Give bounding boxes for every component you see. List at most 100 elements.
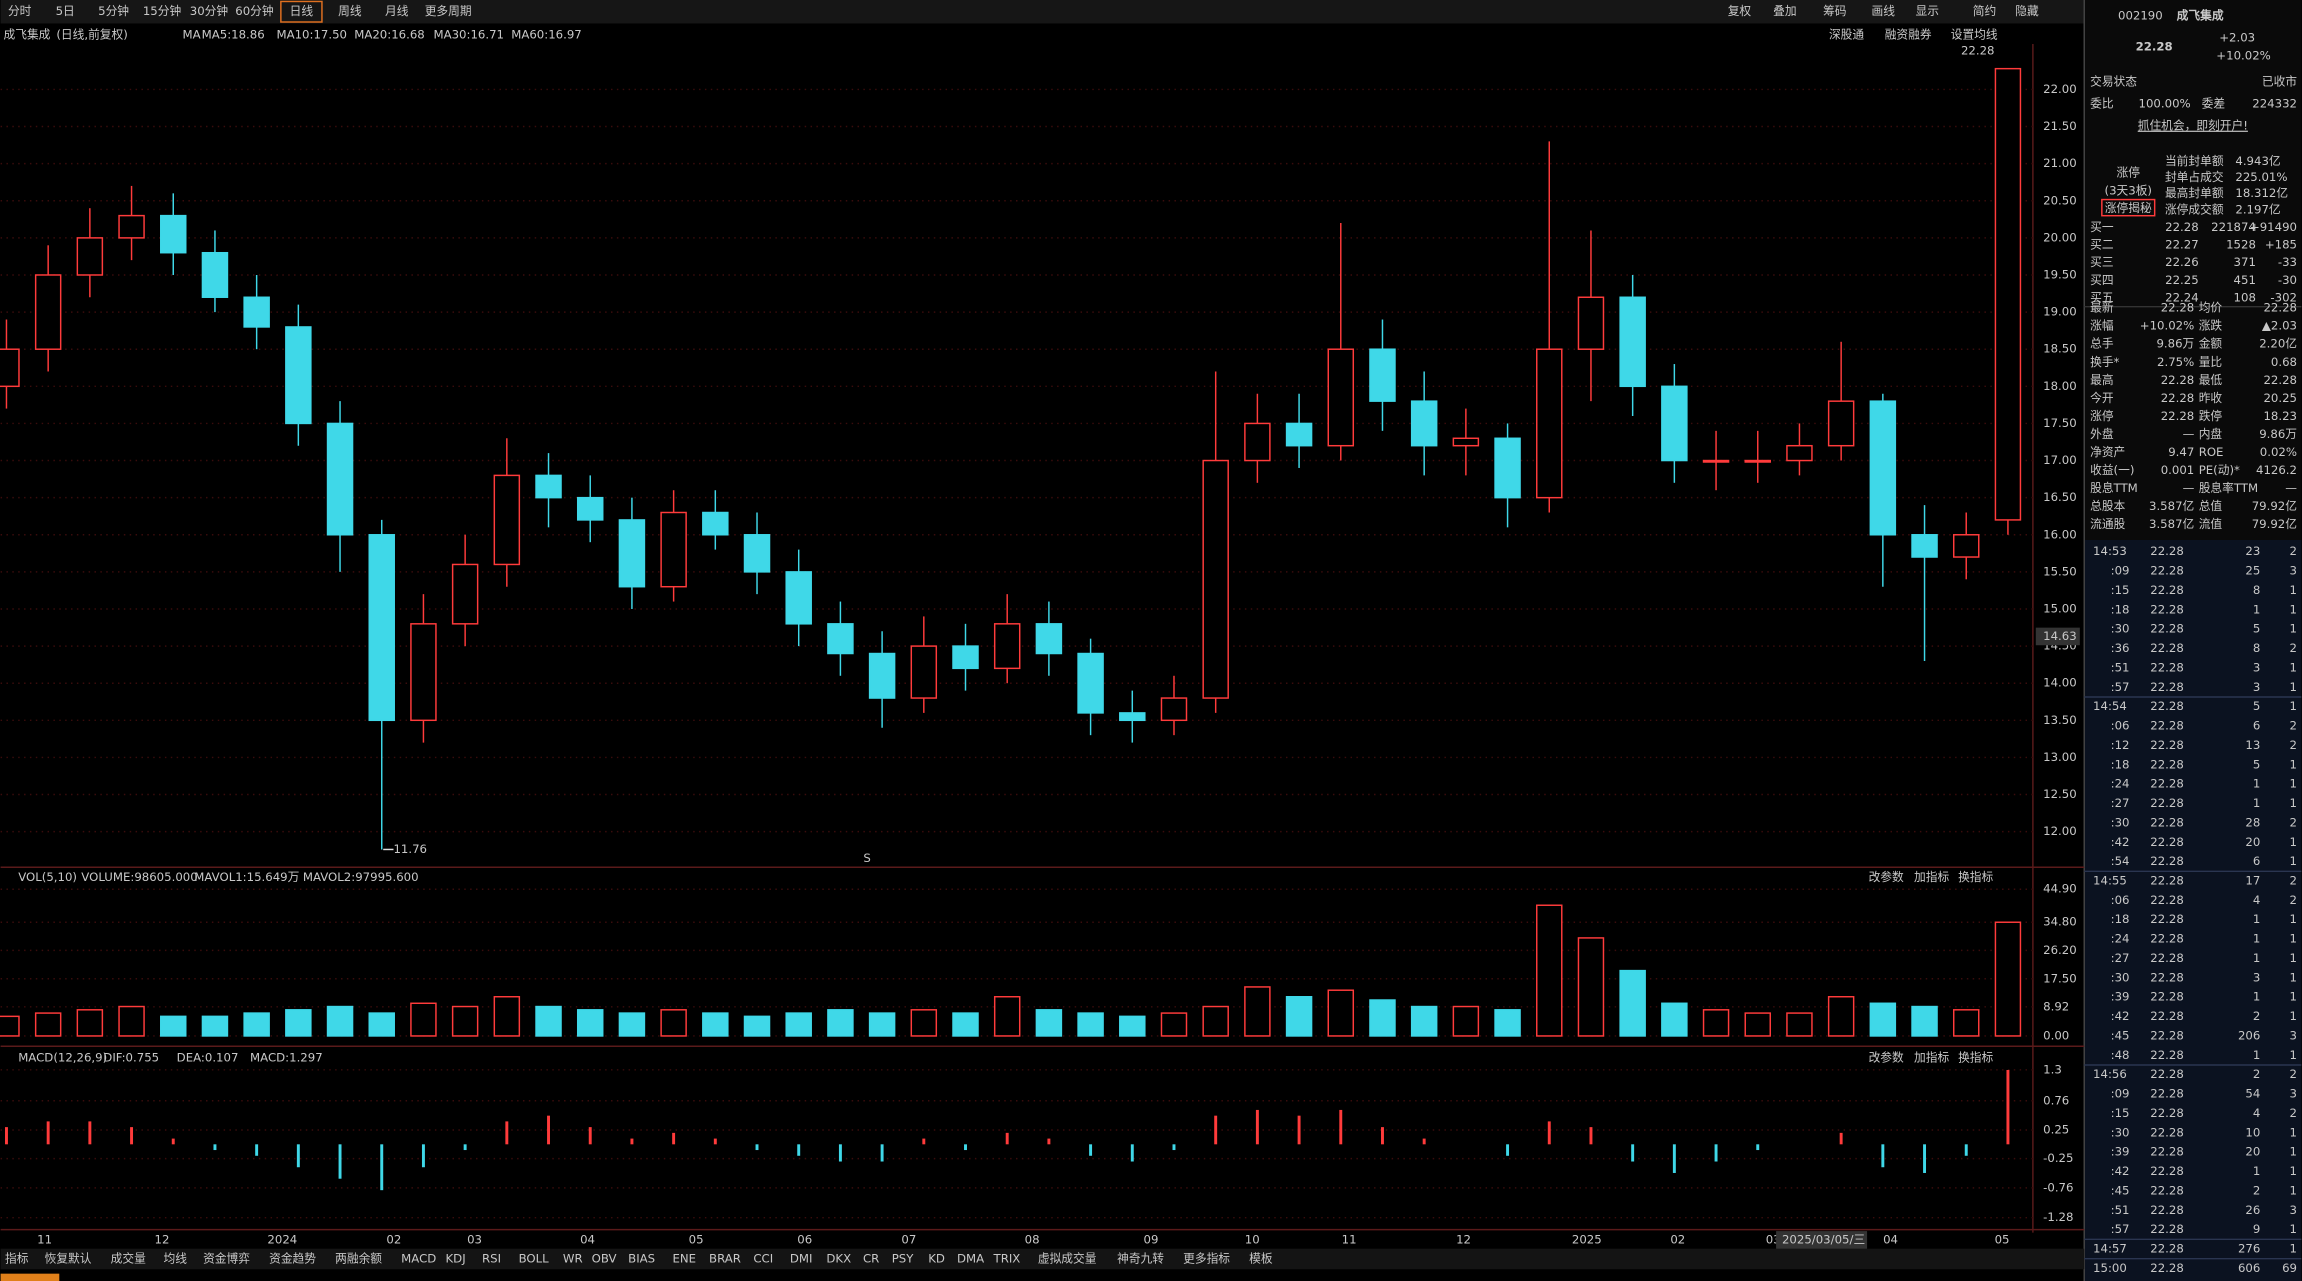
candle-body	[1786, 444, 1813, 462]
label: —	[2183, 427, 2195, 441]
indicator-tab[interactable]: 均线	[163, 1251, 187, 1265]
indicator-tab[interactable]: 恢复默认	[45, 1251, 92, 1265]
indicator-tab[interactable]: PSY	[892, 1251, 915, 1265]
label: 1528	[2226, 238, 2256, 252]
panel-button[interactable]: 换指标	[1958, 870, 1993, 884]
tool-button[interactable]: 复权	[1728, 4, 1752, 18]
period-tab[interactable]: 分时	[8, 4, 32, 18]
tick-price: 22.28	[2150, 1009, 2184, 1023]
tool-button[interactable]: 隐藏	[2015, 4, 2039, 18]
indicator-tab[interactable]: WR	[563, 1251, 583, 1265]
candle-body	[1285, 422, 1313, 447]
period-tab[interactable]: 60分钟	[235, 4, 273, 18]
indicator-tab[interactable]: OBV	[592, 1251, 617, 1265]
period-tab[interactable]: 30分钟	[190, 4, 228, 18]
indicator-tab[interactable]: BRAR	[709, 1251, 741, 1265]
indicator-tab[interactable]: BOLL	[519, 1251, 550, 1265]
indicator-tab[interactable]: TRIX	[993, 1251, 1021, 1265]
label: 9.86万	[2156, 337, 2194, 351]
cursor-label: 14.63	[2043, 629, 2077, 643]
indicator-tab[interactable]: RSI	[482, 1251, 501, 1265]
header-link[interactable]: 设置均线	[1951, 28, 1998, 42]
tool-button[interactable]: 筹码	[1823, 4, 1847, 18]
candle-body	[1577, 296, 1605, 350]
tick-volume: 5	[2253, 622, 2260, 636]
period-tab[interactable]: 15分钟	[143, 4, 181, 18]
label: 22.28	[2161, 391, 2195, 405]
tool-button[interactable]: 简约	[1973, 4, 1996, 18]
indicator-tab[interactable]: MACD	[401, 1251, 436, 1265]
indicator-tab[interactable]: BIAS	[628, 1251, 655, 1265]
indicator-tab[interactable]: ENE	[672, 1251, 696, 1265]
panel-button[interactable]: 加指标	[1914, 1050, 1949, 1064]
period-tab[interactable]: 5日	[56, 4, 75, 18]
tick-volume: 13	[2245, 738, 2260, 752]
ad-link[interactable]: 抓住机会，即刻开户!	[2138, 119, 2248, 133]
indicator-tab[interactable]: 两融余额	[335, 1251, 382, 1265]
header-link[interactable]: 深股通	[1829, 28, 1864, 42]
volume-bar	[1244, 986, 1271, 1037]
indicator-tab[interactable]: KD	[928, 1251, 945, 1265]
tick-price: 22.28	[2150, 738, 2184, 752]
period-tab[interactable]: 周线	[338, 4, 362, 18]
tool-button[interactable]: 叠加	[1773, 4, 1796, 18]
period-tab[interactable]: 日线	[290, 4, 314, 18]
tick-count: 1	[2290, 602, 2297, 616]
candle-body	[160, 214, 187, 254]
candle-body	[1202, 459, 1229, 699]
x-tick-label: 04	[580, 1232, 595, 1246]
label: 108	[2234, 290, 2256, 304]
tool-button[interactable]: 显示	[1916, 4, 1940, 18]
indicator-tab[interactable]: CR	[863, 1251, 879, 1265]
volume-bar	[0, 1015, 20, 1037]
panel-button[interactable]: 换指标	[1958, 1050, 1993, 1064]
tick-price: 22.28	[2150, 622, 2184, 636]
indicator-tab[interactable]: 虚拟成交量	[1038, 1251, 1097, 1265]
macd-bar	[1756, 1144, 1760, 1151]
limit-link[interactable]: 涨停揭秘	[2105, 201, 2152, 215]
tick-time: :06	[2111, 719, 2130, 733]
indicator-tab[interactable]: CCI	[753, 1251, 773, 1265]
volume-bar	[410, 1002, 437, 1037]
indicator-tab[interactable]: DKX	[826, 1251, 851, 1265]
period-tab[interactable]: 月线	[385, 4, 409, 18]
header-link[interactable]: 融资融券	[1885, 28, 1932, 42]
indicator-tab[interactable]: 资金博弈	[203, 1251, 250, 1265]
indicator-tab[interactable]: DMA	[957, 1251, 984, 1265]
indicator-tab[interactable]: 成交量	[111, 1251, 146, 1265]
y-tick-label: 13.50	[2043, 713, 2077, 727]
tick-price: 22.28	[2150, 1261, 2184, 1275]
panel-button[interactable]: 加指标	[1914, 870, 1949, 884]
tick-volume: 1	[2253, 932, 2260, 946]
tick-volume: 1	[2253, 990, 2260, 1004]
macd-bar	[964, 1144, 967, 1151]
y-tick-label: 44.90	[2043, 882, 2077, 896]
label: 委比	[2090, 97, 2114, 111]
macd-bar	[1672, 1144, 1676, 1173]
indicator-tab[interactable]: 神奇九转	[1117, 1251, 1164, 1265]
label: 22.28	[2165, 220, 2199, 234]
volume-bar	[1285, 996, 1313, 1037]
tick-volume: 5	[2253, 757, 2260, 771]
period-tab[interactable]: 5分钟	[98, 4, 129, 18]
indicator-tab[interactable]: DMI	[790, 1251, 813, 1265]
indicator-tab[interactable]: 模板	[1249, 1251, 1273, 1265]
indicator-tab[interactable]: 资金趋势	[269, 1251, 316, 1265]
indicator-tab[interactable]: 更多指标	[1183, 1251, 1230, 1265]
volume-bar	[576, 1009, 604, 1037]
tick-count: 1	[2290, 854, 2297, 868]
tick-price: 22.28	[2150, 932, 2184, 946]
label: ▲2.03	[2262, 319, 2297, 333]
indicator-tab[interactable]: 指标	[5, 1251, 29, 1265]
tick-count: 1	[2290, 990, 2297, 1004]
x-tick-label: 06	[797, 1232, 812, 1246]
label: 最新	[2090, 301, 2114, 315]
panel-button[interactable]: 改参数	[1869, 870, 1904, 884]
indicator-tab[interactable]: KDJ	[445, 1251, 465, 1265]
candle-body	[326, 422, 354, 536]
volume-bar	[493, 996, 521, 1037]
panel-button[interactable]: 改参数	[1869, 1050, 1904, 1064]
tool-button[interactable]: 画线	[1871, 4, 1895, 18]
macd-bar	[1172, 1144, 1176, 1151]
period-tab[interactable]: 更多周期	[425, 4, 472, 18]
